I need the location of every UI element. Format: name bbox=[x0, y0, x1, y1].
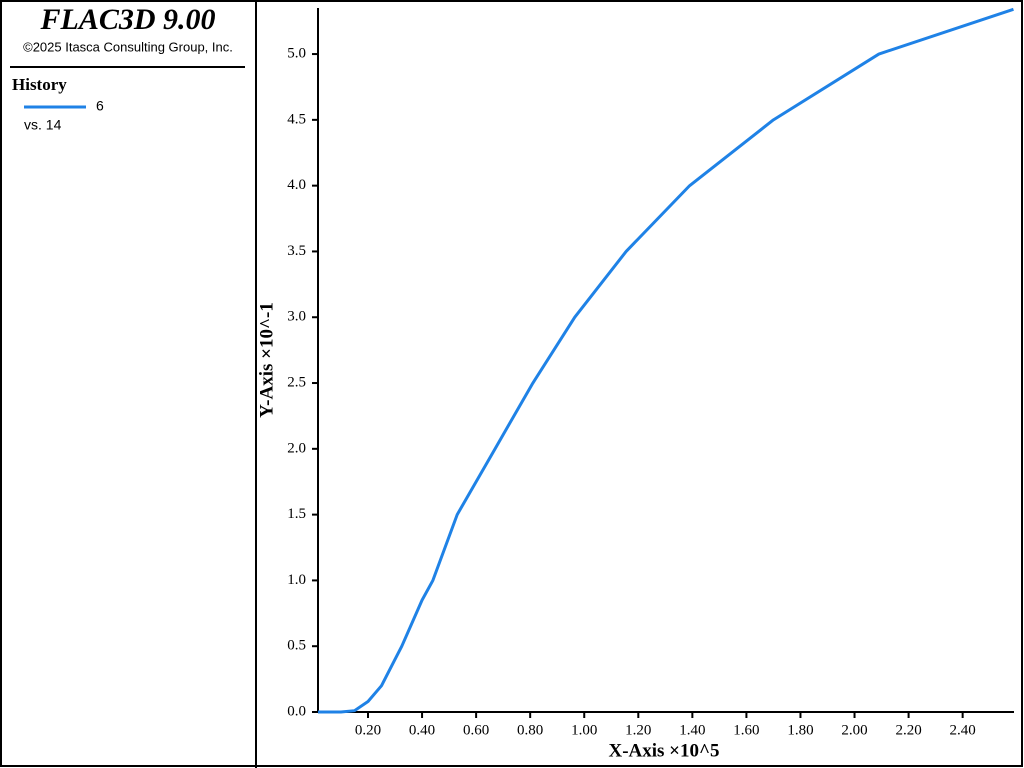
legend-label: 6 bbox=[96, 98, 104, 114]
y-axis-label: Y-Axis ×10^-1 bbox=[256, 302, 277, 418]
app-title: FLAC3D 9.00 bbox=[39, 3, 215, 36]
x-tick-label: 2.00 bbox=[841, 722, 867, 738]
y-tick-label: 2.5 bbox=[287, 374, 306, 390]
x-tick-label: 0.40 bbox=[409, 722, 435, 738]
x-axis-label: X-Axis ×10^5 bbox=[608, 740, 719, 761]
y-tick-label: 3.5 bbox=[287, 243, 306, 259]
x-tick-label: 2.20 bbox=[895, 722, 921, 738]
x-tick-label: 0.80 bbox=[517, 722, 543, 738]
x-tick-label: 0.60 bbox=[463, 722, 489, 738]
y-tick-label: 4.5 bbox=[287, 111, 306, 127]
x-tick-label: 0.20 bbox=[355, 722, 381, 738]
y-tick-label: 0.0 bbox=[287, 703, 306, 719]
x-tick-label: 1.80 bbox=[787, 722, 813, 738]
y-tick-label: 1.5 bbox=[287, 506, 306, 522]
x-tick-label: 1.20 bbox=[625, 722, 651, 738]
y-tick-label: 4.0 bbox=[287, 177, 306, 193]
x-tick-label: 1.40 bbox=[679, 722, 705, 738]
y-tick-label: 1.0 bbox=[287, 572, 306, 588]
y-tick-label: 5.0 bbox=[287, 45, 306, 61]
x-tick-label: 1.00 bbox=[571, 722, 597, 738]
section-title: History bbox=[12, 75, 67, 94]
x-tick-label: 1.60 bbox=[733, 722, 759, 738]
legend-vs: vs. 14 bbox=[24, 117, 62, 133]
x-tick-label: 2.40 bbox=[950, 722, 976, 738]
data-line bbox=[318, 7, 1014, 714]
y-tick-label: 0.5 bbox=[287, 638, 306, 654]
y-tick-label: 2.0 bbox=[287, 440, 306, 456]
y-tick-label: 3.0 bbox=[287, 309, 306, 325]
copyright: ©2025 Itasca Consulting Group, Inc. bbox=[23, 39, 233, 54]
